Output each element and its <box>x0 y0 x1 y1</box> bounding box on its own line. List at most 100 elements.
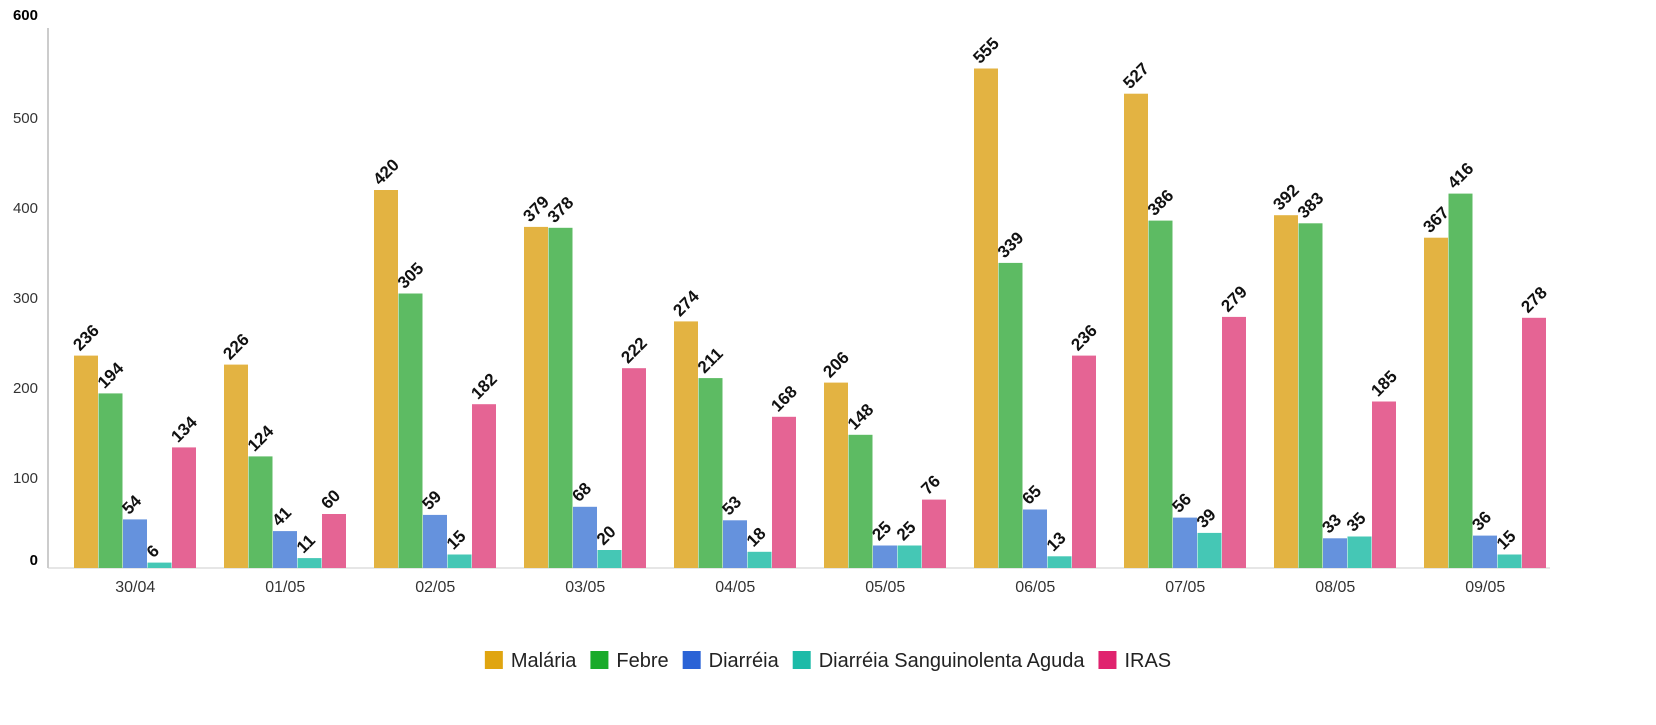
bar[interactable] <box>472 404 496 568</box>
data-label: 185 <box>1367 367 1400 400</box>
data-label: 378 <box>544 193 577 226</box>
data-label: 211 <box>694 344 727 377</box>
y-tick-label: 400 <box>13 200 38 217</box>
data-label: 134 <box>167 412 201 446</box>
bar[interactable] <box>1148 220 1173 568</box>
bar[interactable] <box>1274 215 1298 568</box>
y-tick-label: 100 <box>13 470 38 487</box>
data-label: 168 <box>767 382 800 415</box>
bar[interactable] <box>1072 355 1096 568</box>
x-tick-label: 09/05 <box>1465 579 1505 596</box>
bar[interactable] <box>123 519 147 568</box>
axes <box>47 28 1550 569</box>
bar[interactable] <box>1448 193 1473 568</box>
x-tick-label: 01/05 <box>265 579 305 596</box>
bar[interactable] <box>524 226 548 568</box>
data-label: 416 <box>1444 159 1477 192</box>
x-tick-label: 04/05 <box>715 579 755 596</box>
bar[interactable] <box>1047 556 1072 568</box>
y-tick-label: 500 <box>13 110 38 127</box>
bar[interactable] <box>374 190 398 568</box>
bar[interactable] <box>723 520 747 568</box>
legend-swatch <box>484 651 503 669</box>
data-label: 305 <box>394 259 427 292</box>
legend: Malária Febre Diarréia Diarréia Sanguinolen… <box>484 650 1171 672</box>
x-tick-label: 30/04 <box>115 579 155 596</box>
bar[interactable] <box>74 355 98 568</box>
bar[interactable] <box>248 456 273 568</box>
bar[interactable] <box>1522 317 1546 568</box>
bar[interactable] <box>1023 509 1047 569</box>
legend-item[interactable]: Diarréia Sanguinolenta Aguda <box>792 650 1086 672</box>
bar[interactable] <box>273 531 297 568</box>
legend-swatch <box>1098 651 1117 669</box>
bars <box>74 68 1546 569</box>
legend-swatch <box>682 651 701 669</box>
data-label: 274 <box>669 286 703 320</box>
bar[interactable] <box>548 227 573 569</box>
bar[interactable] <box>824 382 848 568</box>
bar[interactable] <box>1323 538 1347 568</box>
bar[interactable] <box>1497 554 1522 569</box>
bar[interactable] <box>1424 237 1448 568</box>
bar[interactable] <box>1222 316 1246 568</box>
bar[interactable] <box>998 262 1023 568</box>
bar[interactable] <box>297 558 322 568</box>
bar[interactable] <box>897 545 922 569</box>
y-tick-label: 0 <box>30 552 38 569</box>
data-label: 236 <box>69 321 102 354</box>
bar[interactable] <box>1372 401 1396 569</box>
data-label: 555 <box>969 34 1002 67</box>
bar[interactable] <box>1173 517 1197 568</box>
bar[interactable] <box>873 545 897 569</box>
bar[interactable] <box>147 562 172 568</box>
bar[interactable] <box>974 68 998 569</box>
bar[interactable] <box>1347 536 1372 569</box>
bar[interactable] <box>423 514 447 568</box>
bar[interactable] <box>1298 223 1323 569</box>
legend-item[interactable]: IRAS <box>1098 650 1171 672</box>
x-tick-label: 02/05 <box>415 579 455 596</box>
bar[interactable] <box>172 447 196 568</box>
legend-item[interactable]: Malária <box>484 650 577 672</box>
bar[interactable] <box>597 550 622 568</box>
bar[interactable] <box>848 434 873 568</box>
data-label: 367 <box>1419 203 1452 236</box>
bar[interactable] <box>98 393 123 568</box>
data-label: 527 <box>1119 59 1152 92</box>
bar[interactable] <box>922 499 946 568</box>
legend-item[interactable]: Febre <box>590 650 669 672</box>
bar[interactable] <box>398 293 423 569</box>
legend-swatch <box>590 651 609 669</box>
bar[interactable] <box>698 378 723 568</box>
x-tick-label: 06/05 <box>1015 579 1055 596</box>
y-tick-label: 300 <box>13 290 38 307</box>
bar[interactable] <box>772 416 796 568</box>
data-label: 339 <box>994 228 1027 261</box>
bar[interactable] <box>224 364 248 568</box>
x-tick-labels: 30/04 01/05 02/05 03/05 04/05 05/05 06/05 07/05… <box>115 579 1505 596</box>
legend-item[interactable]: Diarréia <box>682 650 780 672</box>
legend-label: Diarréia <box>709 650 780 672</box>
bar[interactable] <box>447 554 472 569</box>
bar[interactable] <box>322 514 346 568</box>
x-tick-label: 03/05 <box>565 579 605 596</box>
bar[interactable] <box>674 321 698 568</box>
data-label: 236 <box>1067 321 1100 354</box>
data-label: 76 <box>917 472 944 499</box>
data-label: 279 <box>1217 282 1250 315</box>
bar[interactable] <box>1124 93 1148 568</box>
legend-label: Malária <box>511 650 577 672</box>
bar[interactable] <box>1473 535 1497 568</box>
data-label: 124 <box>244 421 278 455</box>
bar[interactable] <box>747 551 772 568</box>
bar[interactable] <box>573 506 597 568</box>
bar[interactable] <box>622 368 646 568</box>
legend-label: Febre <box>616 650 668 672</box>
bar[interactable] <box>1197 532 1222 568</box>
data-label: 194 <box>94 358 128 392</box>
x-tick-label: 07/05 <box>1165 579 1205 596</box>
data-label: 182 <box>467 370 500 403</box>
